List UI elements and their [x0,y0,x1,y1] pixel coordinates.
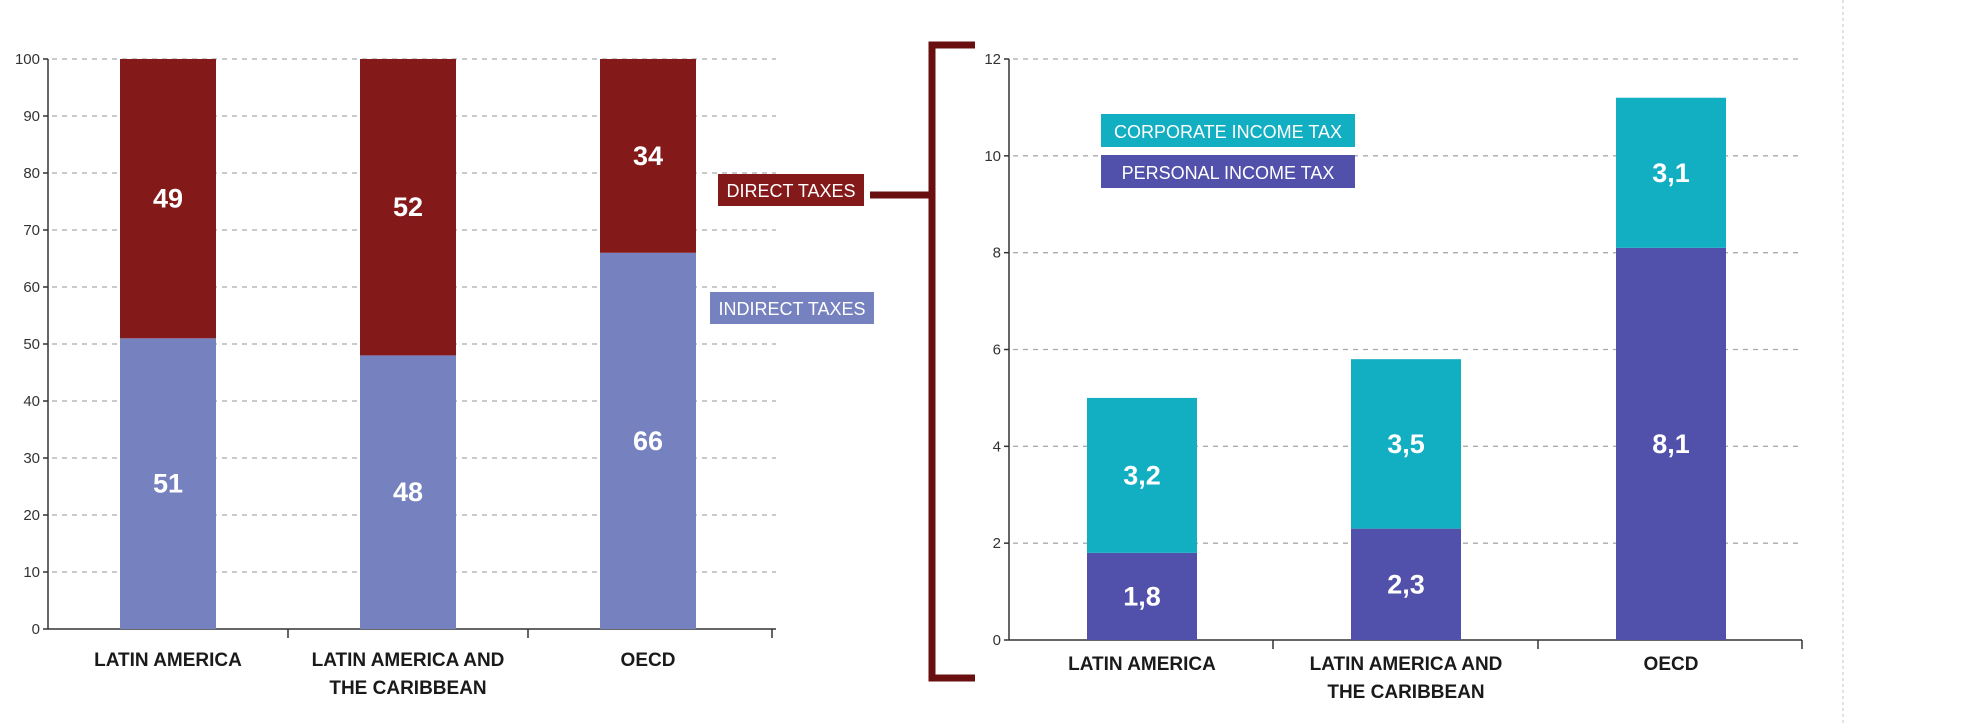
bar-personal-income-tax [1351,528,1461,640]
x-category-label: LATIN AMERICA [94,650,242,671]
legend-corporate-income-tax-label: CORPORATE INCOME TAX [1114,122,1342,142]
x-category-label: LATIN AMERICA AND [312,650,505,671]
data-label: 34 [633,141,663,171]
y-tick-label: 2 [993,535,1001,552]
y-tick-label: 100 [15,51,40,68]
data-label: 2,3 [1387,569,1425,599]
y-tick-label: 90 [23,108,40,125]
y-tick-label: 60 [23,279,40,296]
y-tick-label: 10 [23,564,40,581]
bar-personal-income-tax [1616,247,1726,640]
x-category-label: LATIN AMERICA AND [1310,654,1503,675]
y-tick-label: 10 [984,148,1001,165]
data-label: 3,5 [1387,429,1425,459]
direct-taxes-tag-label: DIRECT TAXES [726,181,855,201]
data-label: 8,1 [1652,429,1690,459]
x-category-label: LATIN AMERICA [1068,654,1216,675]
data-label: 3,1 [1652,158,1690,188]
data-label: 52 [393,192,423,222]
data-label: 66 [633,426,663,456]
y-tick-label: 6 [993,342,1001,359]
data-label: 51 [153,469,183,499]
left-chart-direct-indirect-taxes: 0 10 20 30 40 50 60 70 80 90 100 51 49 LATIN AMERICA 4… [15,51,874,699]
y-tick-label: 12 [984,51,1001,68]
x-category-label: OECD [1644,654,1699,675]
x-category-label: THE CARIBBEAN [329,678,486,699]
bar-direct-taxes [120,59,216,339]
bar-corporate-income-tax [1616,97,1726,248]
x-category-label: OECD [621,650,676,671]
y-tick-label: 0 [32,621,40,638]
legend-corporate-income-tax [1101,114,1355,147]
legend-personal-income-tax [1101,155,1355,188]
y-tick-label: 8 [993,245,1001,262]
y-tick-label: 50 [23,336,40,353]
right-chart-income-taxes: 0 2 4 6 8 10 12 1,8 3,2 LATIN AMERICA 2,3 3,5 LATIN … [984,51,1803,703]
direct-taxes-bracket-connector [870,41,975,682]
y-tick-label: 70 [23,222,40,239]
bar-corporate-income-tax [1087,397,1197,553]
bar-corporate-income-tax [1351,359,1461,529]
bar-direct-taxes [600,59,696,253]
y-tick-label: 80 [23,165,40,182]
indirect-taxes-tag-label: INDIRECT TAXES [718,299,865,319]
y-tick-label: 0 [993,632,1001,649]
bar-indirect-taxes [360,355,456,629]
bar-direct-taxes [360,59,456,356]
bar-personal-income-tax [1087,552,1197,640]
y-tick-label: 40 [23,393,40,410]
bar-indirect-taxes [120,338,216,629]
direct-taxes-tag [718,174,864,206]
y-tick-label: 20 [23,507,40,524]
legend-personal-income-tax-label: PERSONAL INCOME TAX [1122,163,1335,183]
data-label: 1,8 [1123,581,1161,611]
indirect-taxes-tag [710,292,874,324]
x-category-label: THE CARIBBEAN [1327,682,1484,703]
y-tick-label: 30 [23,450,40,467]
bar-indirect-taxes [600,252,696,630]
data-label: 49 [153,184,183,214]
data-label: 3,2 [1123,460,1161,490]
y-tick-label: 4 [993,438,1001,455]
data-label: 48 [393,477,423,507]
bracket-shape [928,41,975,682]
